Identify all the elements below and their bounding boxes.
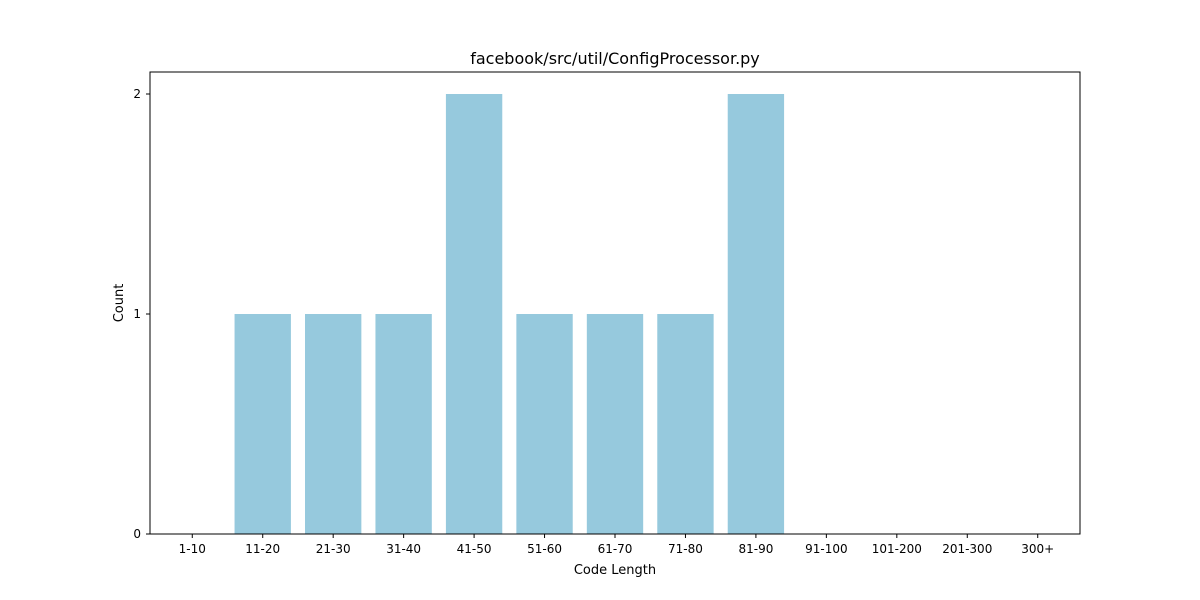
x-tick-label: 201-300 (942, 542, 992, 556)
y-tick-label: 1 (133, 307, 141, 321)
x-tick-label: 300+ (1021, 542, 1054, 556)
x-tick-label: 31-40 (386, 542, 421, 556)
bar-81-90 (727, 94, 785, 534)
x-tick-label: 51-60 (527, 542, 562, 556)
x-axis-label: Code Length (574, 563, 656, 578)
bar-31-40 (375, 314, 432, 534)
bar-61-70 (586, 314, 644, 534)
x-tick-label: 101-200 (872, 542, 922, 556)
y-axis-label: Count (112, 284, 127, 323)
x-tick-label: 1-10 (179, 542, 206, 556)
x-tick-label: 21-30 (316, 542, 351, 556)
x-tick-label: 11-20 (245, 542, 280, 556)
y-tick-label: 0 (133, 527, 141, 541)
x-tick-label: 81-90 (738, 542, 773, 556)
bar-71-80 (657, 314, 714, 534)
chart-title: facebook/src/util/ConfigProcessor.py (470, 49, 760, 68)
bar-11-20 (234, 314, 291, 534)
x-tick-label: 41-50 (457, 542, 492, 556)
bar-21-30 (305, 314, 362, 534)
x-tick-label: 91-100 (805, 542, 848, 556)
y-tick-label: 2 (133, 87, 141, 101)
x-tick-label: 71-80 (668, 542, 703, 556)
bar-41-50 (445, 94, 503, 534)
x-axis: 1-10 11-20 21-30 31-40 41-50 51-60 61-70 71-80 8… (179, 534, 1054, 556)
bar-51-60 (516, 314, 573, 534)
bars-group (234, 94, 785, 534)
x-tick-label: 61-70 (598, 542, 633, 556)
y-axis: 0 1 2 (133, 87, 150, 541)
